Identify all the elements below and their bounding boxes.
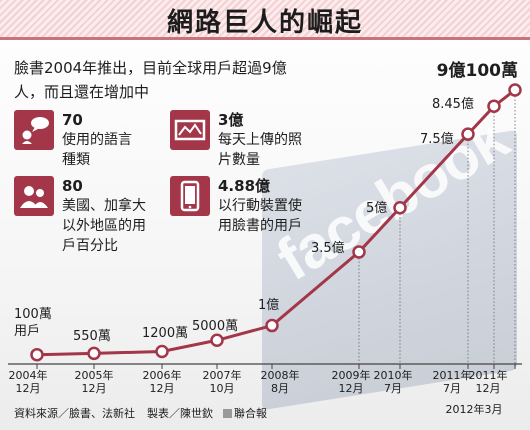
x-tick-label: 2004年 12月 [9, 368, 48, 395]
data-point [487, 99, 501, 113]
users-icon [14, 176, 54, 216]
data-point-label: 1億 [258, 297, 279, 313]
publisher-square-icon [223, 409, 232, 418]
mobile-phone-icon [170, 176, 210, 216]
data-point [393, 201, 407, 215]
x-tick-label: 2006年 12月 [143, 368, 182, 395]
stat-label: 每天上傳的照 片數量 [218, 132, 302, 168]
data-point [30, 347, 44, 362]
stat-label: 美國、加拿大 以外地區的用 戶百分比 [62, 198, 146, 254]
stat-label: 使用的語言 種類 [62, 132, 132, 168]
stat-label: 以行動裝置使 用臉書的用戶 [218, 198, 302, 234]
data-point [210, 333, 224, 348]
title-banner: 網路巨人的崛起 [0, 0, 530, 40]
data-point [155, 344, 169, 359]
intro-text: 臉書2004年推出，目前全球用戶超過9億人，而且還在增加中 [14, 59, 287, 101]
source-credit: 資料來源／臉書、法新社 [14, 407, 135, 420]
speech-bubble-icon [14, 110, 54, 150]
data-point-label: 8.45億 [432, 96, 474, 112]
data-point [87, 346, 101, 361]
data-point [461, 127, 475, 141]
stat-value: 3億 [218, 111, 244, 129]
latest-value-headline: 9億100萬 [436, 61, 518, 81]
publisher-credit: 聯合報 [234, 407, 267, 420]
stat-value: 70 [62, 111, 83, 129]
data-point-label: 550萬 [73, 329, 111, 344]
stat-value: 80 [62, 177, 83, 195]
x-tick-label: 2005年 12月 [75, 368, 114, 395]
x-tick-label: 2011年 12月 [469, 368, 508, 395]
data-point-label: 5000萬 [192, 319, 238, 334]
data-point [352, 245, 366, 259]
stat-mobile-users: 4.88億 以行動裝置使 用臉書的用戶 [170, 176, 302, 236]
data-point-label: 1200萬 [142, 326, 188, 341]
stat-languages: 70 使用的語言 種類 [14, 110, 132, 170]
data-point-label: 3.5億 [311, 240, 345, 256]
design-credit: 製表／陳世欽 [147, 407, 213, 420]
x-tick-label: 2011年 7月 [433, 368, 472, 395]
data-point [508, 83, 522, 97]
x-tick-label: 2009年 12月 [332, 368, 371, 395]
stat-photos: 3億 每天上傳的照 片數量 [170, 110, 302, 170]
page-title: 網路巨人的崛起 [166, 7, 363, 38]
data-point-label: 100萬用戶 [14, 307, 52, 339]
x-tick-label: 2010年 7月 [374, 368, 413, 395]
footer-credits: 資料來源／臉書、法新社 製表／陳世欽 聯合報 [14, 405, 267, 421]
data-point-label: 7.5億 [420, 131, 454, 147]
series-line [36, 88, 516, 357]
data-point-label: 5億 [366, 200, 387, 216]
photo-icon [170, 110, 210, 150]
data-point [265, 318, 279, 333]
stat-value: 4.88億 [218, 177, 271, 195]
x-tick-label: 2008年 8月 [261, 368, 300, 395]
stat-international-users: 80 美國、加拿大 以外地區的用 戶百分比 [14, 176, 146, 256]
x-tick-label: 2007年 10月 [203, 368, 242, 395]
x-tick-label: 2012年3月 [446, 402, 503, 416]
